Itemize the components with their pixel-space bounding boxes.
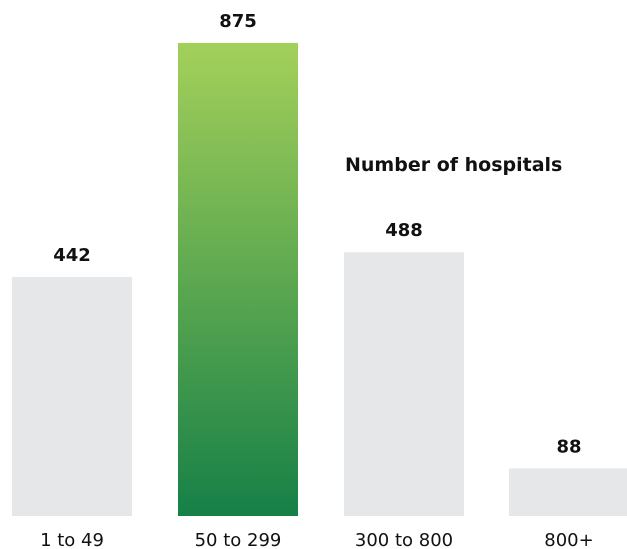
category-label-3: 300 to 800 — [355, 530, 453, 549]
bar-4 — [509, 468, 627, 516]
value-labels-layer: 442 875 488 88 — [53, 11, 581, 457]
bars-layer — [12, 43, 627, 516]
value-label-4: 88 — [556, 436, 581, 457]
chart-title: Number of hospitals — [345, 154, 562, 176]
bar-2 — [178, 43, 298, 516]
value-label-2: 875 — [219, 11, 257, 32]
bar-1 — [12, 277, 132, 516]
value-label-3: 488 — [385, 220, 423, 241]
category-label-1: 1 to 49 — [40, 530, 104, 549]
value-label-1: 442 — [53, 245, 91, 266]
category-label-4: 800+ — [544, 530, 593, 549]
category-label-2: 50 to 299 — [195, 530, 282, 549]
category-labels-layer: 1 to 49 50 to 299 300 to 800 800+ — [40, 530, 594, 549]
bar-3 — [344, 252, 464, 516]
